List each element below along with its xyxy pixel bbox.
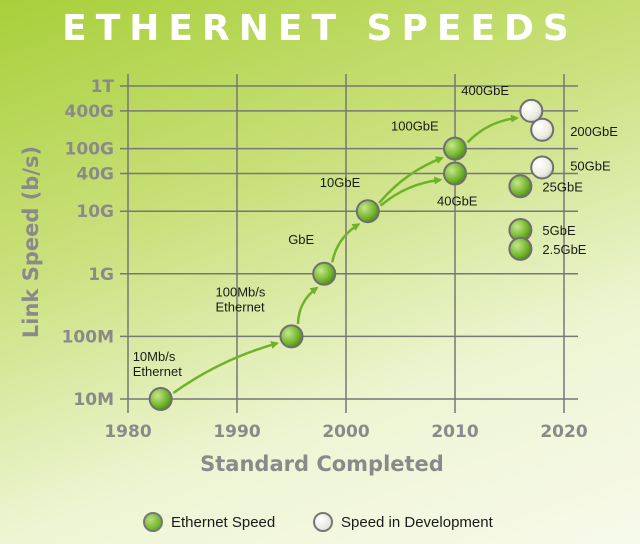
chart-title: ETHERNET SPEEDS xyxy=(62,8,578,49)
x-axis-label: Standard Completed xyxy=(200,452,444,476)
point-label: 5GbE xyxy=(542,223,576,238)
point-label: 10GbE xyxy=(320,175,361,190)
y-tick-label: 1T xyxy=(91,77,115,97)
chart-canvas: 10M 100M 1G 10G 40G 100G 400G 1T 1980 1990 2000 20… xyxy=(19,74,619,476)
x-tick-label: 1990 xyxy=(213,422,260,442)
data-point-ethernet-speed xyxy=(355,199,380,224)
data-point-speed-in-development xyxy=(530,155,555,180)
data-point-ethernet-speed xyxy=(508,236,533,261)
point-label: GbE xyxy=(288,232,314,247)
data-point-speed-in-development xyxy=(519,98,544,123)
y-axis-label: Link Speed (b/s) xyxy=(19,146,43,338)
grid-lines xyxy=(120,74,578,413)
y-tick-label: 10G xyxy=(76,202,114,222)
legend-swatch-white-circle-icon xyxy=(313,512,333,532)
point-label: 200GbE xyxy=(570,124,618,139)
point-label: 10Mb/s Ethernet xyxy=(133,349,183,379)
data-point-speed-in-development xyxy=(530,117,555,142)
data-point-ethernet-speed xyxy=(312,261,337,286)
y-tick-label: 400G xyxy=(65,102,114,122)
point-label: 400GbE xyxy=(461,83,509,98)
x-tick-labels: 1980 1990 2000 2010 2020 xyxy=(104,422,587,442)
trend-arrow xyxy=(379,176,443,207)
point-label: 2.5GbE xyxy=(542,242,586,257)
data-point-ethernet-speed xyxy=(279,324,304,349)
y-tick-label: 100G xyxy=(65,140,114,160)
trend-arrow xyxy=(378,156,444,204)
data-point-ethernet-speed xyxy=(148,387,173,411)
trend-arrow xyxy=(466,114,519,144)
x-tick-label: 2000 xyxy=(322,422,369,442)
legend-swatch-green-circle-icon xyxy=(143,512,163,532)
y-tick-label: 100M xyxy=(62,327,114,347)
data-points xyxy=(148,98,555,411)
x-tick-label: 2010 xyxy=(431,422,478,442)
data-point-ethernet-speed xyxy=(508,174,533,199)
y-tick-label: 1G xyxy=(88,265,114,285)
legend-item-speed-in-development: Speed in Development xyxy=(313,512,493,532)
point-label: 50GbE xyxy=(570,158,611,173)
y-tick-label: 10M xyxy=(73,390,114,410)
point-label: 40GbE xyxy=(437,194,478,209)
y-tick-labels: 10M 100M 1G 10G 40G 100G 400G 1T xyxy=(62,77,115,410)
trend-arrow xyxy=(330,223,361,263)
point-label: 100Mb/s Ethernet xyxy=(216,284,266,314)
point-labels: 10Mb/s Ethernet 100Mb/s Ethernet GbE 10GbE 40G… xyxy=(133,83,619,379)
trend-arrows xyxy=(172,114,519,394)
y-tick-label: 40G xyxy=(76,165,114,185)
x-tick-label: 2020 xyxy=(540,422,587,442)
legend-label: Ethernet Speed xyxy=(171,513,276,531)
legend: Ethernet Speed Speed in Development xyxy=(0,512,640,538)
legend-item-ethernet-speed: Ethernet Speed xyxy=(143,512,275,532)
point-label: 100GbE xyxy=(391,119,439,134)
x-tick-label: 1980 xyxy=(104,422,151,442)
trend-arrow xyxy=(172,341,279,394)
point-label: 25GbE xyxy=(542,179,583,194)
data-point-ethernet-speed xyxy=(443,136,467,161)
data-point-ethernet-speed xyxy=(443,161,467,186)
legend-label: Speed in Development xyxy=(341,513,493,531)
trend-arrow xyxy=(296,286,319,325)
